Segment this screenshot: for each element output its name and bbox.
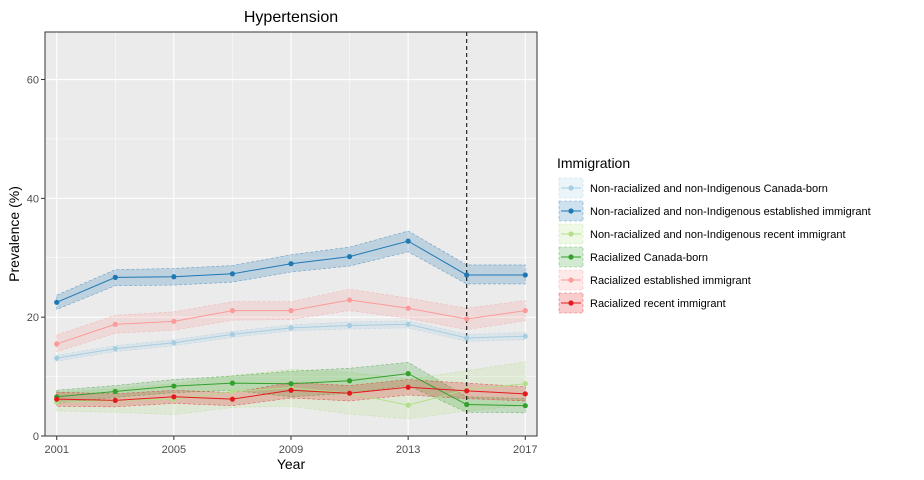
- y-tick-label: 40: [27, 193, 39, 205]
- point-series-1: [171, 274, 177, 280]
- legend-label: Non-racialized and non-Indigenous Canada…: [590, 183, 828, 195]
- point-series-1: [464, 272, 470, 278]
- point-series-2: [405, 402, 411, 408]
- point-series-5: [346, 390, 353, 396]
- chart-title: Hypertension: [244, 9, 338, 26]
- point-series-5: [229, 396, 236, 402]
- legend-key-point: [568, 254, 574, 260]
- legend: Non-racialized and non-Indigenous Canada…: [558, 177, 871, 314]
- x-tick-label: 2013: [396, 444, 420, 456]
- point-series-0: [346, 322, 353, 329]
- point-series-3: [112, 388, 118, 395]
- point-series-3: [171, 383, 177, 389]
- x-tick-label: 2005: [162, 444, 186, 456]
- point-series-3: [229, 380, 236, 386]
- y-tick-label: 0: [33, 431, 39, 443]
- legend-key-point: [568, 300, 574, 306]
- point-series-1: [112, 274, 118, 280]
- x-tick-label: 2017: [513, 444, 537, 456]
- point-series-1: [346, 253, 353, 260]
- legend-label: Non-racialized and non-Indigenous establ…: [590, 206, 871, 218]
- point-series-5: [405, 384, 411, 390]
- x-tick-label: 2009: [279, 444, 303, 456]
- legend-label: Racialized established immigrant: [590, 275, 751, 287]
- y-tick-label: 60: [27, 75, 39, 87]
- point-series-4: [112, 321, 118, 327]
- series-points: [54, 238, 528, 409]
- point-series-0: [464, 335, 470, 341]
- legend-title: Immigration: [557, 155, 630, 171]
- band-series-4: [56, 288, 526, 353]
- point-series-4: [171, 318, 177, 324]
- y-tick-label: 20: [27, 312, 39, 324]
- point-series-1: [54, 299, 60, 305]
- legend-label: Racialized Canada-born: [590, 252, 708, 264]
- legend-label: Racialized recent immigrant: [590, 298, 726, 310]
- point-series-3: [405, 371, 411, 377]
- point-series-0: [112, 346, 118, 352]
- legend-key-point: [568, 231, 574, 237]
- point-series-4: [288, 308, 294, 314]
- point-series-1: [288, 261, 294, 267]
- legend-key-point: [568, 277, 574, 283]
- point-series-4: [229, 308, 236, 314]
- legend-label: Non-racialized and non-Indigenous recent…: [590, 229, 846, 241]
- point-series-0: [229, 331, 236, 338]
- y-axis-ticks: 0 20 40 60: [27, 75, 45, 443]
- point-series-2: [522, 381, 528, 387]
- point-series-3: [464, 401, 470, 408]
- point-series-3: [346, 378, 353, 384]
- point-series-4: [405, 305, 411, 311]
- point-series-1: [522, 272, 528, 278]
- point-series-0: [54, 355, 60, 361]
- legend-key-point: [568, 208, 574, 214]
- point-series-5: [464, 388, 470, 394]
- y-axis-label: Prevalence (%): [6, 186, 22, 282]
- point-series-4: [346, 297, 353, 303]
- point-series-5: [288, 387, 294, 393]
- point-series-3: [522, 403, 528, 409]
- point-series-5: [112, 397, 118, 403]
- point-series-1: [229, 271, 236, 277]
- point-series-5: [522, 391, 528, 397]
- x-tick-label: 2001: [44, 444, 68, 456]
- point-series-4: [522, 308, 528, 314]
- point-series-0: [171, 340, 177, 346]
- point-series-4: [464, 316, 470, 322]
- band-series-1: [56, 230, 526, 310]
- point-series-1: [405, 238, 411, 244]
- point-series-0: [405, 321, 411, 327]
- x-axis-ticks: 2001 2005 2009 2013 2017: [44, 436, 538, 456]
- point-series-0: [522, 333, 528, 339]
- legend-key-point: [568, 185, 574, 191]
- point-series-0: [288, 325, 294, 331]
- point-series-5: [171, 394, 177, 400]
- point-series-4: [54, 341, 60, 347]
- x-axis-label: Year: [277, 456, 306, 472]
- point-series-3: [288, 381, 294, 387]
- point-series-2: [229, 388, 236, 395]
- point-series-5: [54, 396, 60, 402]
